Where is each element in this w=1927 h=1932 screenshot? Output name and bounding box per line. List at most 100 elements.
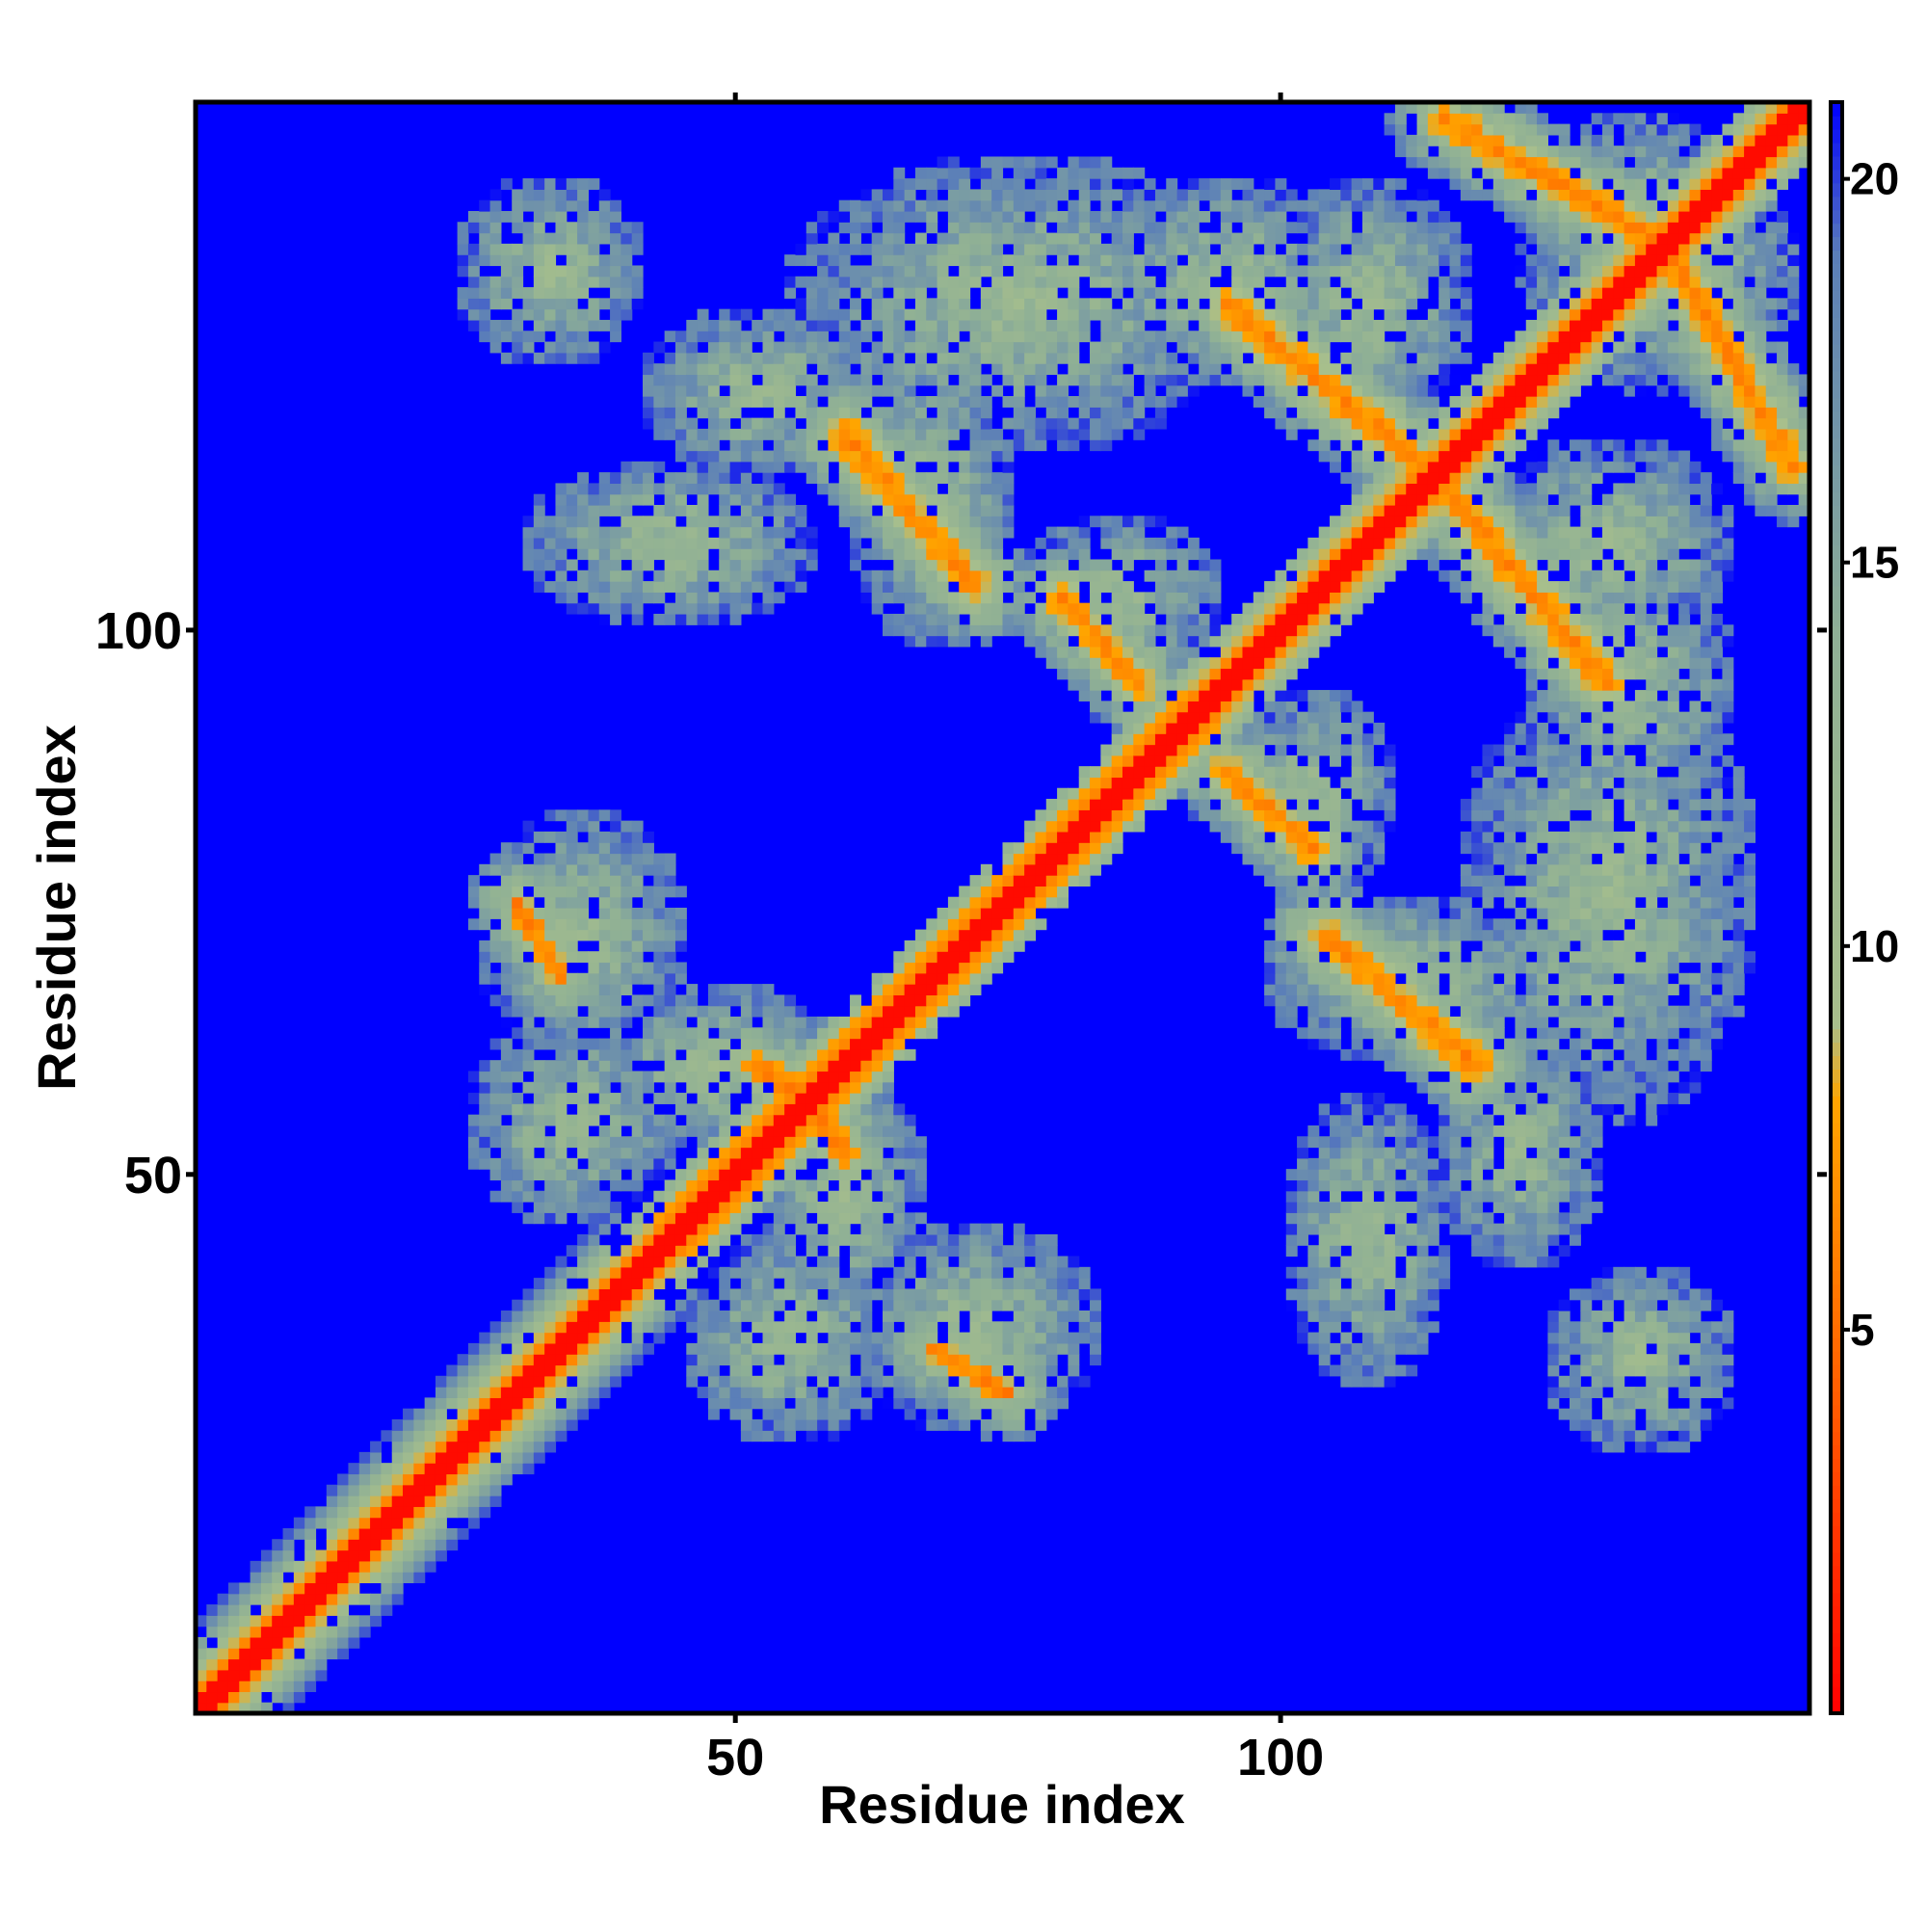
heatmap-cell <box>947 276 960 288</box>
heatmap-cell <box>959 210 971 223</box>
heatmap-cell <box>381 1582 393 1595</box>
heatmap-cell <box>370 1549 382 1562</box>
heatmap-cell <box>1384 1321 1396 1334</box>
heatmap-cell <box>467 1418 480 1431</box>
heatmap-cell <box>1384 1016 1396 1028</box>
heatmap-cell <box>937 994 949 1007</box>
heatmap-cell <box>893 1114 906 1126</box>
heatmap-cell <box>1471 1048 1484 1061</box>
heatmap-cell <box>838 1332 851 1344</box>
heatmap-cell <box>1045 1342 1058 1355</box>
heatmap-cell <box>795 569 807 582</box>
heatmap-cell <box>817 308 830 321</box>
heatmap-cell <box>1384 972 1396 985</box>
heatmap-cell <box>850 341 861 354</box>
heatmap-cell <box>686 461 699 473</box>
heatmap-cell <box>1471 1190 1484 1203</box>
heatmap-cell <box>1330 1147 1341 1159</box>
heatmap-cell <box>926 940 938 952</box>
heatmap-cell <box>391 1506 404 1519</box>
heatmap-cell <box>926 1016 938 1028</box>
heatmap-cell <box>598 276 611 288</box>
heatmap-cell <box>795 1179 807 1192</box>
heatmap-cell <box>337 1495 350 1507</box>
heatmap-cell <box>1656 1266 1669 1279</box>
heatmap-cell <box>773 461 785 473</box>
heatmap-cell <box>969 624 982 637</box>
heatmap-cell <box>883 417 894 430</box>
heatmap-cell <box>926 1408 938 1420</box>
heatmap-cell <box>457 1397 469 1410</box>
heatmap-cell <box>1297 1278 1308 1290</box>
heatmap-cell <box>598 537 611 549</box>
heatmap-cell <box>1449 1136 1462 1149</box>
heatmap-cell <box>1504 1005 1517 1018</box>
heatmap-cell <box>1384 1103 1396 1116</box>
heatmap-cell <box>1297 994 1308 1007</box>
heatmap-cell <box>1558 1310 1571 1322</box>
heatmap-cell <box>577 569 590 582</box>
heatmap-cell <box>512 863 524 876</box>
heatmap-cell <box>1384 1038 1396 1050</box>
heatmap-cell <box>512 319 524 331</box>
heatmap-cell <box>686 331 699 343</box>
heatmap-cell <box>838 222 851 234</box>
heatmap-cell <box>544 918 557 931</box>
heatmap-cell <box>729 1169 742 1181</box>
heatmap-cell <box>893 493 906 506</box>
heatmap-cell <box>544 276 557 288</box>
heatmap-cell <box>1361 1169 1374 1181</box>
heatmap-cell <box>784 331 797 343</box>
heatmap-cell <box>860 428 873 440</box>
heatmap-cell <box>773 407 785 419</box>
heatmap-cell <box>631 1125 644 1137</box>
heatmap-cell <box>1460 1027 1472 1040</box>
heatmap-cell <box>883 1190 894 1203</box>
heatmap-cell <box>795 1147 807 1159</box>
heatmap-cell <box>773 363 785 376</box>
heatmap-cell <box>1547 1354 1560 1366</box>
heatmap-cell <box>1024 1288 1037 1301</box>
heatmap-cell <box>1351 1147 1363 1159</box>
heatmap-cell <box>588 1169 600 1181</box>
heatmap-cell <box>860 516 873 528</box>
heatmap-cell <box>883 1114 894 1126</box>
heatmap-cell <box>1057 1310 1069 1322</box>
heatmap-cell <box>1525 1212 1538 1225</box>
heatmap-cell <box>795 276 807 288</box>
heatmap-cell <box>1024 1354 1037 1366</box>
heatmap-cell <box>674 1071 687 1083</box>
heatmap-cell <box>850 559 861 571</box>
heatmap-cell <box>1002 439 1015 452</box>
heatmap-cell <box>598 472 611 485</box>
heatmap-cell <box>1068 1332 1080 1344</box>
heatmap-cell <box>828 1202 840 1213</box>
heatmap-cell <box>784 308 797 321</box>
heatmap-cell <box>348 1549 360 1562</box>
heatmap-cell <box>1580 1081 1593 1094</box>
heatmap-cell <box>1406 908 1418 919</box>
heatmap-cell <box>904 363 916 376</box>
heatmap-cell <box>631 1266 644 1279</box>
heatmap-cell <box>588 178 600 190</box>
heatmap-cell <box>719 1288 731 1301</box>
heatmap-cell <box>860 1288 873 1301</box>
heatmap-cell <box>1416 1071 1429 1083</box>
heatmap-cell <box>512 1332 524 1344</box>
heatmap-cell <box>959 265 971 278</box>
heatmap-cell <box>479 1451 491 1464</box>
heatmap-cell <box>850 1136 861 1149</box>
heatmap-cell <box>643 972 654 985</box>
heatmap-cell <box>1601 1266 1614 1279</box>
heatmap-cell <box>293 1691 305 1704</box>
heatmap-cell <box>1394 1005 1407 1018</box>
heatmap-cell <box>239 1593 251 1605</box>
heatmap-cell <box>1580 1093 1593 1104</box>
heatmap-cell <box>555 1179 568 1192</box>
heatmap-cell <box>1711 951 1724 964</box>
heatmap-cell <box>555 352 568 364</box>
heatmap-cell <box>643 1245 654 1257</box>
heatmap-cell <box>762 1288 775 1301</box>
heatmap-cell <box>1078 1266 1091 1279</box>
heatmap-cell <box>664 908 676 919</box>
